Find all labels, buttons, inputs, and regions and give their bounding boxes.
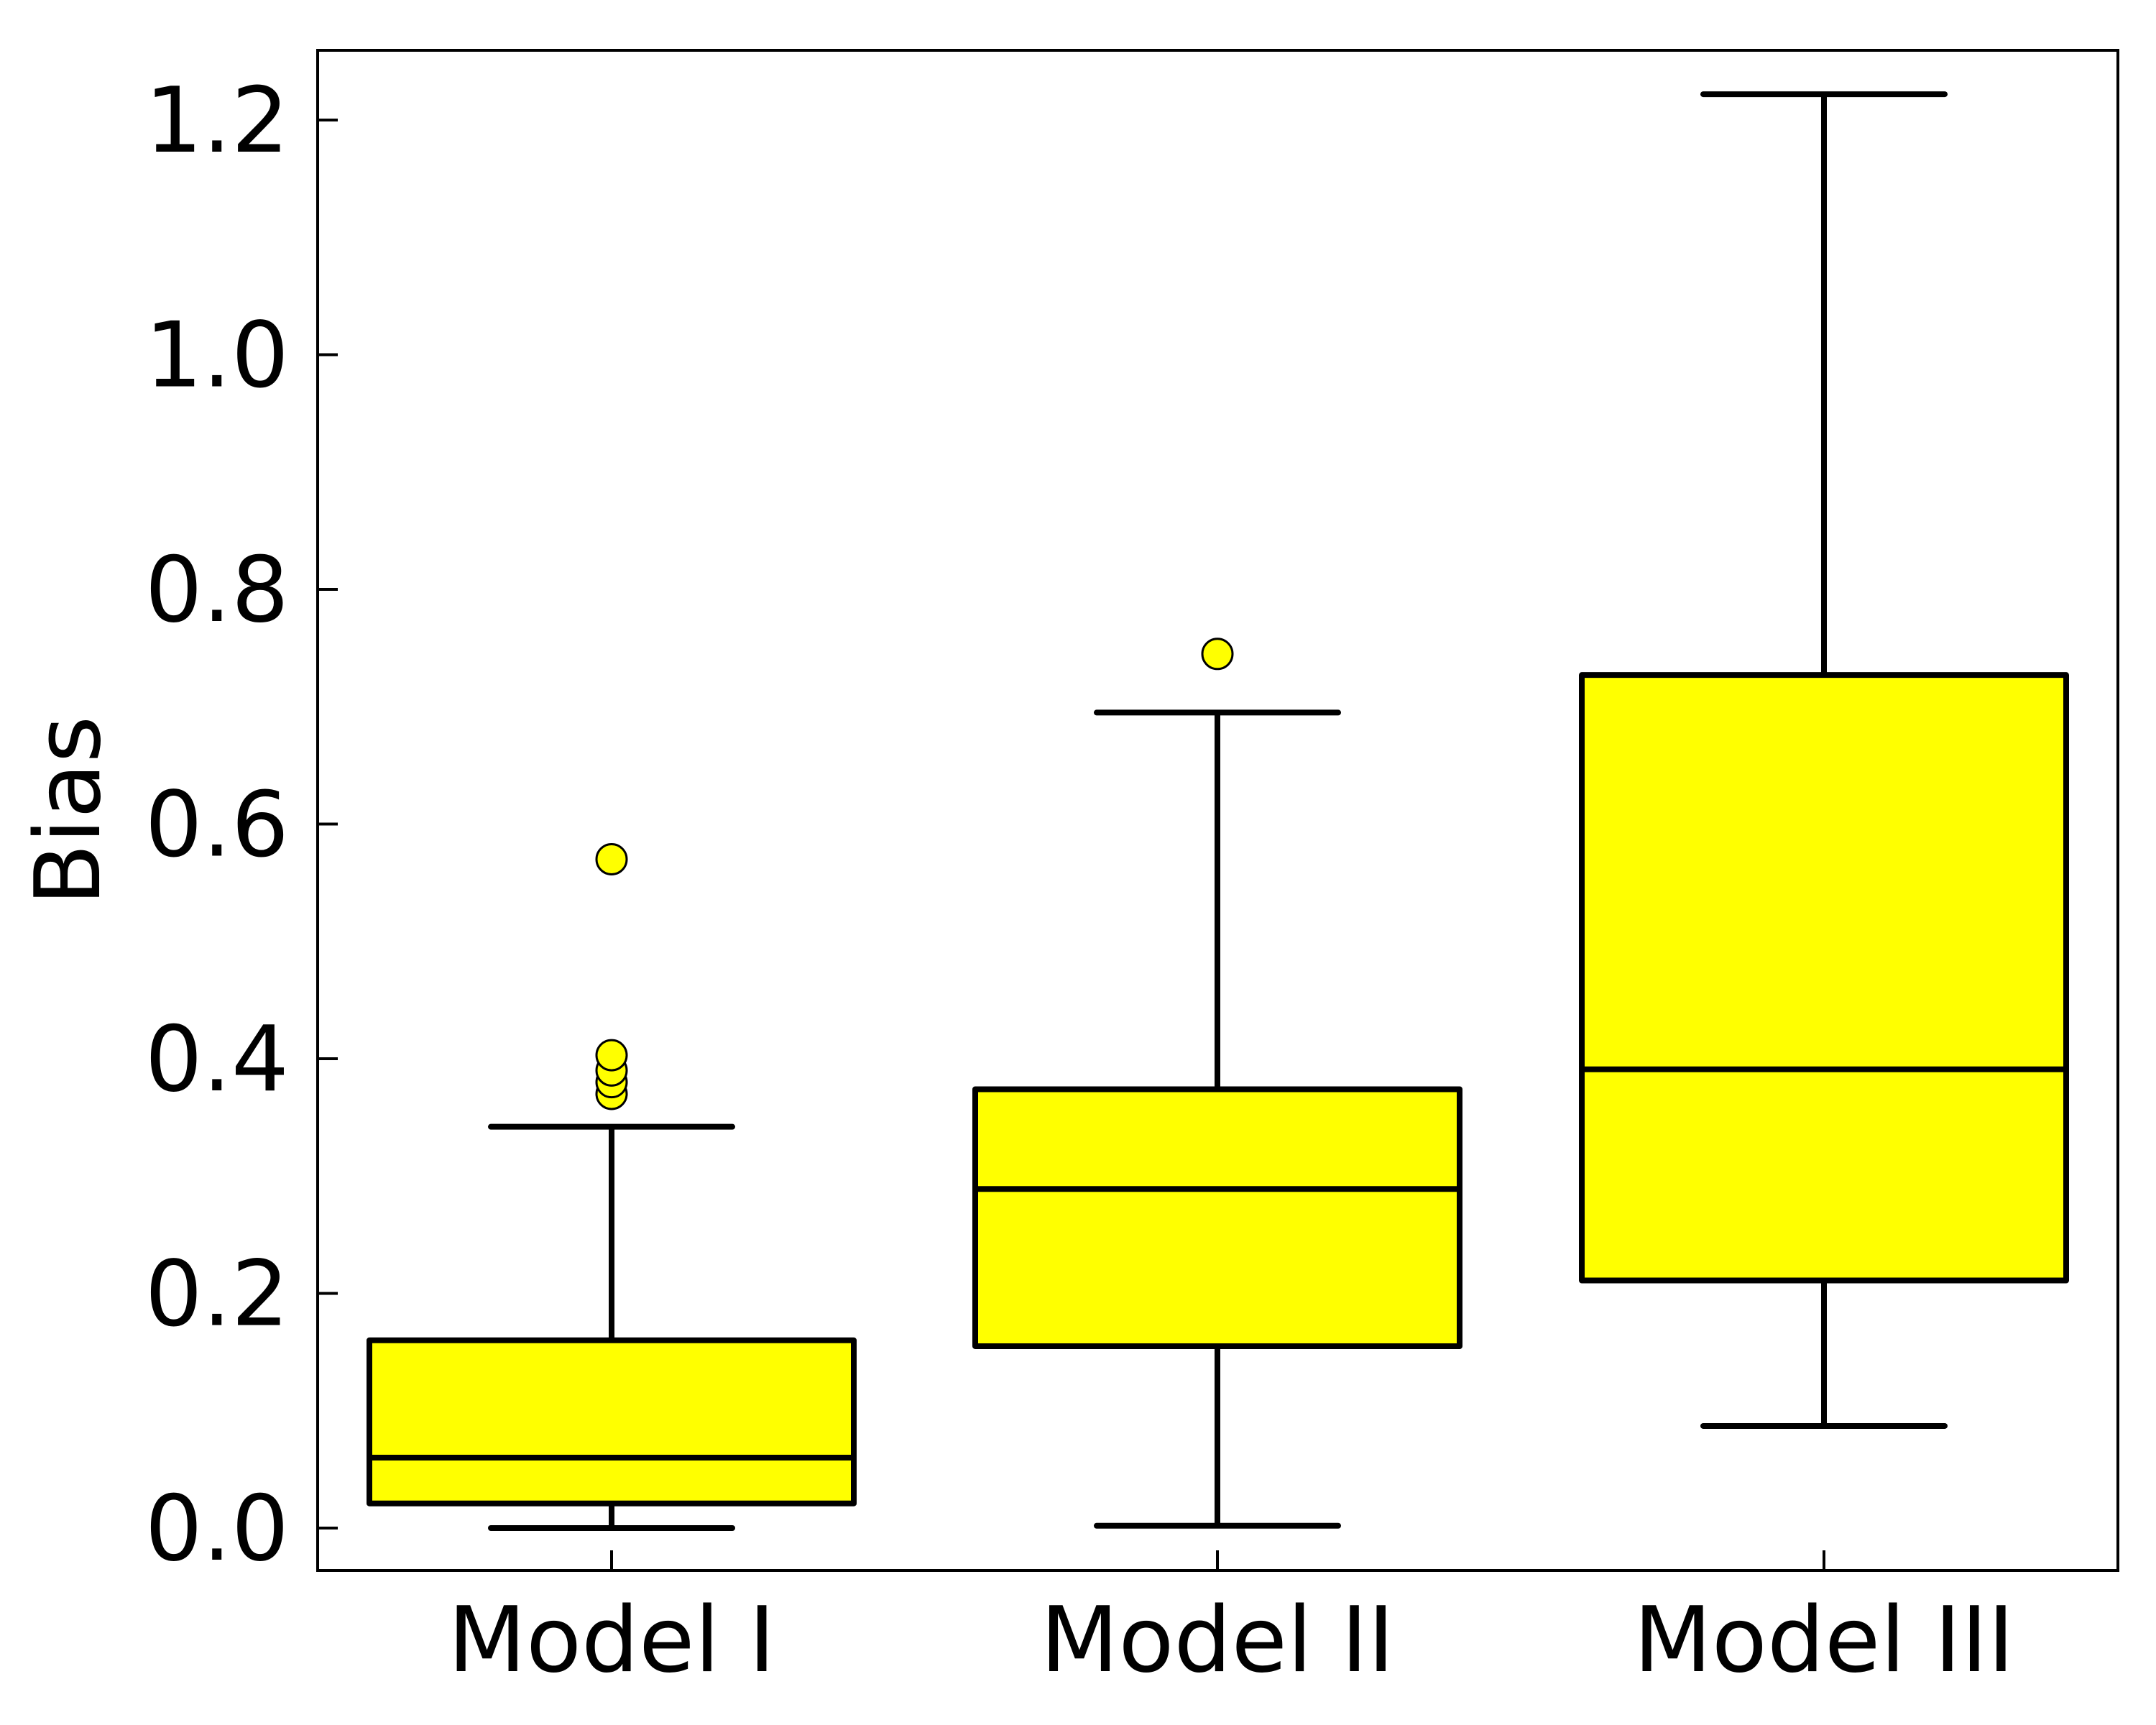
- outlier-point: [1201, 638, 1234, 671]
- x-tick-label: Model II: [1041, 1587, 1395, 1693]
- x-tick-label: Model I: [448, 1587, 775, 1693]
- x-tick-label: Model III: [1634, 1587, 2014, 1693]
- y-axis-title: Bias: [15, 716, 121, 906]
- iqr-box: [1579, 672, 2069, 1284]
- y-tick-label: 0.8: [145, 537, 289, 643]
- y-tick-label: 0.6: [145, 772, 289, 878]
- box-group: [367, 842, 857, 1531]
- y-tick-label: 1.2: [145, 68, 289, 173]
- outlier-point: [595, 842, 628, 875]
- outlier-point: [595, 1039, 628, 1072]
- iqr-box: [972, 1086, 1462, 1349]
- y-axis: 0.0 0.2 0.4 0.6 0.8 1.0 1.2: [145, 68, 338, 1581]
- box-group: [972, 638, 1462, 1529]
- y-tick-label: 0.0: [145, 1476, 289, 1581]
- y-tick-label: 0.4: [145, 1006, 289, 1112]
- y-tick-label: 0.2: [145, 1241, 289, 1347]
- x-axis: Model I Model II Model III: [448, 1550, 2014, 1693]
- boxes-layer: [367, 91, 2069, 1531]
- box-group: [1579, 91, 2069, 1429]
- y-tick-label: 1.0: [145, 303, 289, 408]
- iqr-box: [367, 1337, 857, 1506]
